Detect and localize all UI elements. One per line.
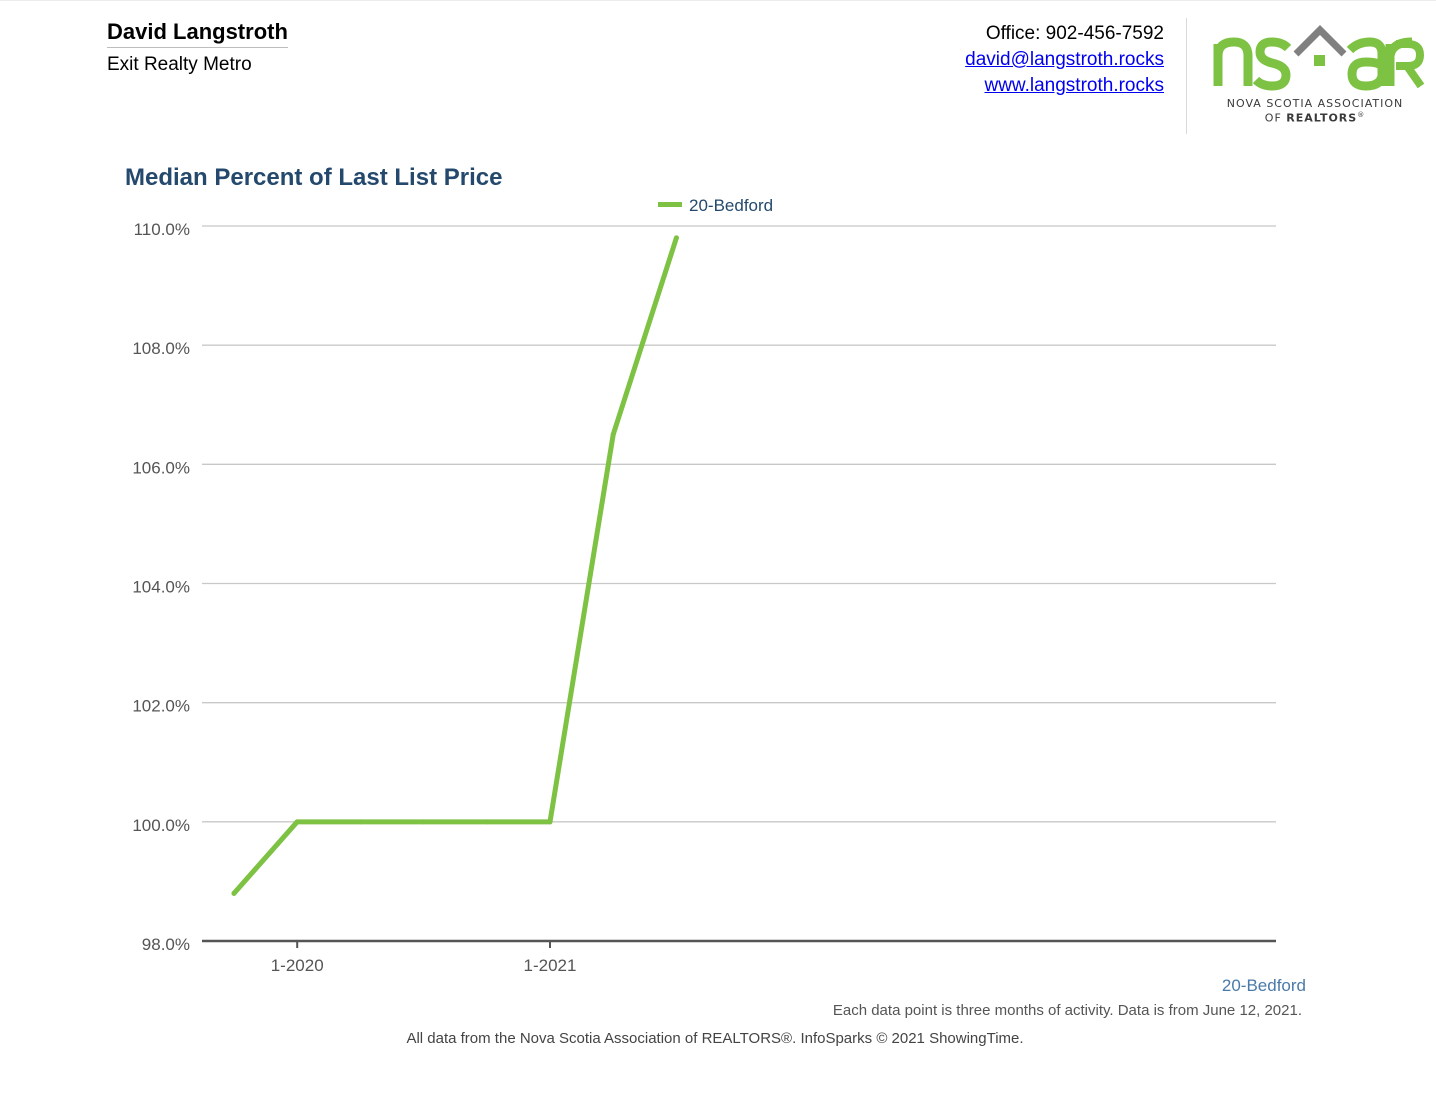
logo-line1: NOVA SCOTIA ASSOCIATION: [1226, 97, 1404, 110]
x-tick-label: 1-2020: [271, 956, 324, 975]
nsar-logo: NOVA SCOTIA ASSOCIATION OF REALTORS®: [1212, 22, 1425, 130]
data-point: [294, 819, 300, 825]
website-link[interactable]: www.langstroth.rocks: [984, 75, 1164, 96]
series-label: 20-Bedford: [1221, 976, 1306, 995]
gridlines: [202, 225, 1276, 823]
data-point: [610, 432, 616, 438]
footer-credit: All data from the Nova Scotia Associatio…: [406, 1030, 1024, 1047]
y-tick-label: 110.0%: [134, 220, 190, 239]
y-tick-label: 108.0%: [132, 339, 190, 358]
logo-line2-prefix: OF: [1264, 111, 1287, 125]
chart-legend: 20-Bedford: [658, 196, 773, 216]
y-tick-label: 106.0%: [132, 458, 190, 477]
data-point: [231, 890, 237, 896]
data-point: [357, 819, 363, 825]
top-border: [0, 0, 1436, 1]
chart-title: Median Percent of Last List Price: [125, 164, 503, 191]
y-tick-label: 104.0%: [132, 578, 190, 597]
contact-block: Office: 902-456-7592 david@langstroth.ro…: [965, 21, 1164, 99]
data-point: [673, 235, 679, 241]
data-point: [421, 819, 427, 825]
logo-line2-mark: ®: [1357, 111, 1366, 119]
logo-line2-bold: REALTORS: [1286, 111, 1358, 125]
y-axis-ticks: 98.0% 100.0% 102.0% 104.0% 106.0% 108.0% 110.0…: [132, 220, 190, 954]
legend-swatch: [658, 202, 682, 208]
logo-line2: OF REALTORS®: [1212, 111, 1418, 125]
data-note: Each data point is three months of activ…: [832, 1002, 1302, 1019]
x-tick-label: 1-2021: [524, 956, 577, 975]
office-phone: Office: 902-456-7592: [985, 23, 1164, 44]
y-tick-label: 100.0%: [132, 816, 190, 835]
series-line-20-Bedford: [231, 235, 679, 896]
nsar-logo-mark: [1213, 25, 1425, 91]
x-axis: 1-2020 1-2021: [202, 939, 1276, 975]
email-link[interactable]: david@langstroth.rocks: [965, 49, 1164, 70]
data-point: [547, 819, 553, 825]
data-point: [484, 819, 490, 825]
y-tick-label: 98.0%: [142, 935, 190, 954]
agent-name: David Langstroth: [107, 19, 288, 48]
header-divider: [1186, 18, 1187, 134]
series-layer: [231, 235, 679, 896]
agent-company: Exit Realty Metro: [107, 54, 252, 75]
y-tick-label: 102.0%: [132, 697, 190, 716]
legend-label: 20-Bedford: [689, 196, 774, 215]
